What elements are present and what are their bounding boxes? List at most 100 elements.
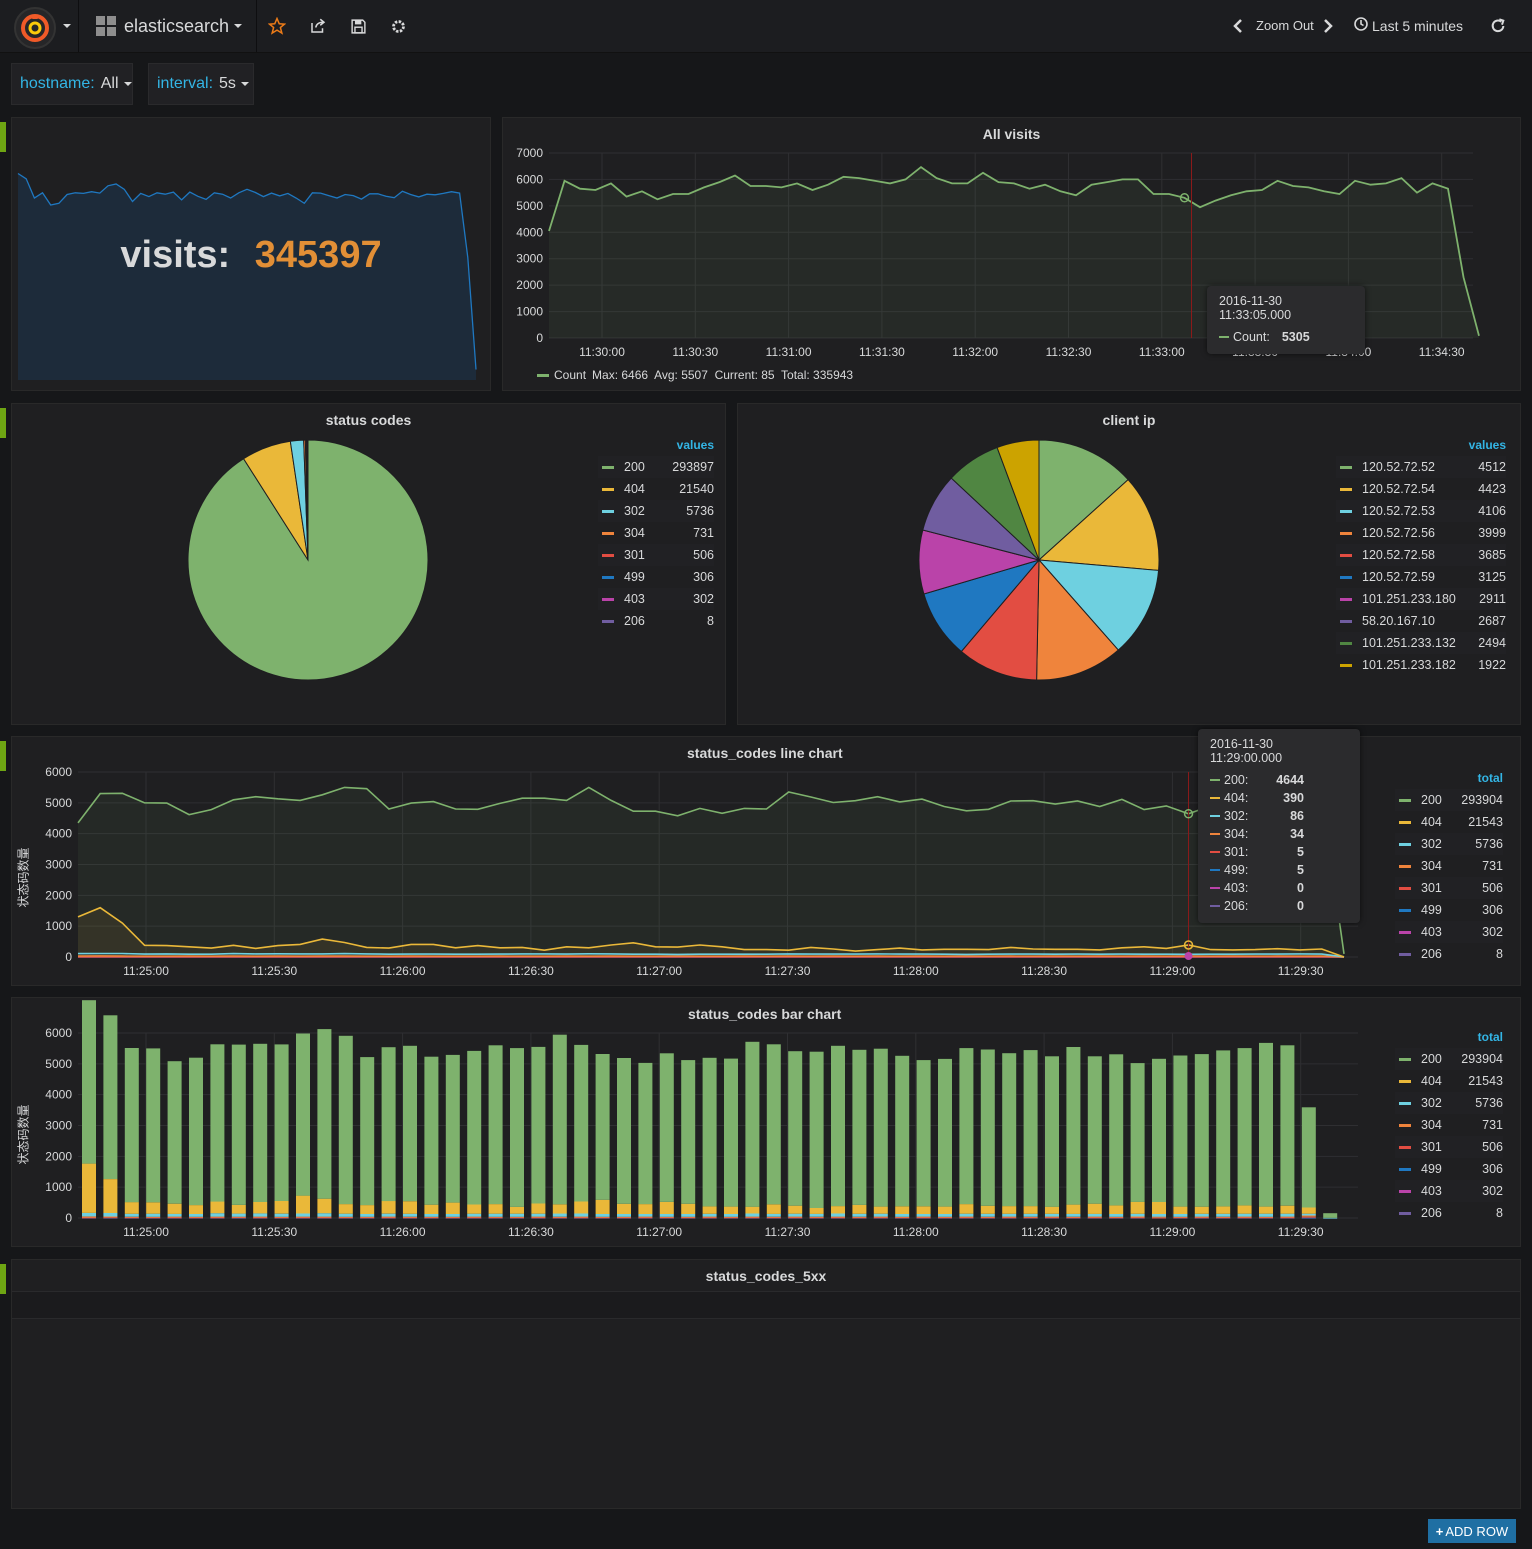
share-icon[interactable] bbox=[306, 14, 330, 38]
legend-item[interactable]: 301 506 bbox=[1395, 877, 1503, 899]
legend-item[interactable]: 206 8 bbox=[1395, 943, 1503, 965]
chevron-right-icon[interactable] bbox=[1316, 14, 1340, 38]
legend-item[interactable]: 302 5736 bbox=[1395, 833, 1503, 855]
x-tick-label: 11:30:30 bbox=[672, 345, 718, 359]
legend-item[interactable]: 120.52.72.54 4423 bbox=[1336, 478, 1506, 500]
legend-item[interactable]: 302 5736 bbox=[598, 500, 714, 522]
client-ip-pie[interactable] bbox=[889, 434, 1189, 714]
legend-item[interactable]: 403 302 bbox=[598, 588, 714, 610]
bar-segment-304 bbox=[959, 1216, 974, 1218]
y-tick-label: 0 bbox=[65, 1211, 72, 1225]
panel-title[interactable]: status_codes_5xx bbox=[705, 1268, 827, 1284]
legend-item[interactable]: 120.52.72.56 3999 bbox=[1336, 522, 1506, 544]
legend-item[interactable]: 206 8 bbox=[1395, 1202, 1503, 1224]
panel-title[interactable]: All visits bbox=[982, 126, 1041, 142]
y-tick-label: 3000 bbox=[45, 858, 72, 872]
legend-item[interactable]: 301 506 bbox=[1395, 1136, 1503, 1158]
graph-legend: total 200 293904 404 21543 302 5736 304 731 301 5… bbox=[1395, 1026, 1503, 1224]
bar-segment-404 bbox=[852, 1204, 867, 1214]
bar-segment-301 bbox=[1237, 1217, 1252, 1219]
chevron-down-icon[interactable] bbox=[63, 24, 71, 28]
legend-item[interactable]: 101.251.233.180 2911 bbox=[1336, 588, 1506, 610]
legend-series-name[interactable]: Count bbox=[554, 368, 587, 382]
legend-item[interactable]: 101.251.233.182 1922 bbox=[1336, 654, 1506, 676]
legend-item[interactable]: 304 731 bbox=[1395, 1114, 1503, 1136]
legend-swatch bbox=[1340, 509, 1352, 513]
legend-item[interactable]: 499 306 bbox=[1395, 899, 1503, 921]
legend-label: 403 bbox=[1421, 1184, 1442, 1198]
chevron-left-icon[interactable] bbox=[1226, 14, 1250, 38]
legend-swatch bbox=[1399, 1123, 1411, 1127]
refresh-icon[interactable] bbox=[1486, 14, 1510, 38]
legend-item[interactable]: 404 21540 bbox=[598, 478, 714, 500]
tooltip-row: 304: 34 bbox=[1210, 825, 1348, 843]
bar-segment-404 bbox=[124, 1202, 139, 1214]
zoom-out-button[interactable]: Zoom Out bbox=[1256, 18, 1314, 33]
legend-item[interactable]: 58.20.167.10 2687 bbox=[1336, 610, 1506, 632]
row-collapse-handle[interactable] bbox=[0, 122, 6, 152]
time-picker[interactable]: Last 5 minutes bbox=[1354, 17, 1463, 34]
row-collapse-handle[interactable] bbox=[0, 408, 6, 438]
chevron-down-icon bbox=[123, 82, 132, 86]
hover-point bbox=[1183, 940, 1194, 950]
x-tick-label: 11:29:00 bbox=[1149, 964, 1195, 978]
row-collapse-handle[interactable] bbox=[0, 741, 6, 771]
bar-segment-200 bbox=[873, 1048, 888, 1207]
star-icon[interactable] bbox=[265, 14, 289, 38]
legend-item[interactable]: 120.52.72.53 4106 bbox=[1336, 500, 1506, 522]
panel-title[interactable]: status_codes line chart bbox=[687, 745, 843, 761]
save-icon[interactable] bbox=[346, 14, 370, 38]
bar-segment-302 bbox=[424, 1214, 439, 1217]
bar-segment-404 bbox=[317, 1198, 332, 1214]
legend-item[interactable]: 120.52.72.58 3685 bbox=[1336, 544, 1506, 566]
panel-title[interactable]: status_codes bar chart bbox=[688, 1006, 842, 1022]
bar-segment-200 bbox=[274, 1044, 289, 1201]
legend-item[interactable]: 304 731 bbox=[598, 522, 714, 544]
legend-item[interactable]: 404 21543 bbox=[1395, 811, 1503, 833]
bar-segment-304 bbox=[745, 1216, 760, 1218]
legend-item[interactable]: 120.52.72.59 3125 bbox=[1336, 566, 1506, 588]
legend-item[interactable]: 200 293904 bbox=[1395, 1048, 1503, 1070]
status-codes-bar-graph[interactable]: 6000 5000 4000 3000 2000 1000 0 11:25:00 11:25:3… bbox=[12, 998, 1382, 1246]
legend-swatch bbox=[1399, 1167, 1411, 1171]
variable-value: All bbox=[100, 75, 119, 92]
bar-segment-302 bbox=[403, 1213, 417, 1217]
legend-item[interactable]: 120.52.72.52 4512 bbox=[1336, 456, 1506, 478]
legend-item[interactable]: 403 302 bbox=[1395, 921, 1503, 943]
dashboard-picker[interactable]: elasticsearch bbox=[96, 14, 243, 38]
legend-item[interactable]: 403 302 bbox=[1395, 1180, 1503, 1202]
add-row-button[interactable]: + ADD ROW bbox=[1428, 1519, 1516, 1543]
bar-segment-301 bbox=[381, 1217, 396, 1219]
variable-interval[interactable]: interval: 5s bbox=[148, 63, 254, 105]
legend-item[interactable]: 200 293904 bbox=[1395, 789, 1503, 811]
status-codes-pie[interactable] bbox=[158, 434, 458, 714]
tooltip-swatch bbox=[1210, 851, 1220, 853]
bar-segment-304 bbox=[1216, 1216, 1231, 1218]
all-visits-graph[interactable]: 7000 6000 5000 4000 3000 2000 1000 0 11:30:00 11:… bbox=[503, 118, 1520, 390]
bar-segment-404 bbox=[681, 1203, 696, 1214]
legend-item[interactable]: 200 293897 bbox=[598, 456, 714, 478]
legend-item[interactable]: 301 506 bbox=[598, 544, 714, 566]
grafana-logo-icon[interactable] bbox=[14, 7, 56, 49]
legend-item[interactable]: 101.251.233.132 2494 bbox=[1336, 632, 1506, 654]
legend-item[interactable]: 404 21543 bbox=[1395, 1070, 1503, 1092]
panel-title[interactable]: client ip bbox=[1102, 412, 1156, 428]
status-codes-line-graph[interactable]: 6000 5000 4000 3000 2000 1000 0 11:25:00 11:25:3… bbox=[12, 737, 1382, 985]
bar-segment-304 bbox=[296, 1216, 310, 1218]
series-line-count bbox=[548, 165, 1480, 337]
legend-item[interactable]: 499 306 bbox=[598, 566, 714, 588]
row-collapse-handle[interactable] bbox=[0, 1264, 6, 1294]
legend-item[interactable]: 302 5736 bbox=[1395, 1092, 1503, 1114]
tooltip-value: 86 bbox=[1290, 809, 1304, 823]
legend-label: 404 bbox=[624, 482, 645, 496]
legend-swatch bbox=[602, 509, 614, 513]
gear-icon[interactable] bbox=[386, 14, 410, 38]
bar-segment-200 bbox=[1066, 1047, 1081, 1205]
variable-hostname[interactable]: hostname: All bbox=[11, 63, 133, 105]
legend-item[interactable]: 304 731 bbox=[1395, 855, 1503, 877]
bar-segment-404 bbox=[360, 1205, 375, 1214]
legend-item[interactable]: 206 8 bbox=[598, 610, 714, 632]
panel-title[interactable]: status codes bbox=[325, 412, 412, 428]
bar-segment-200 bbox=[595, 1054, 610, 1200]
legend-item[interactable]: 499 306 bbox=[1395, 1158, 1503, 1180]
